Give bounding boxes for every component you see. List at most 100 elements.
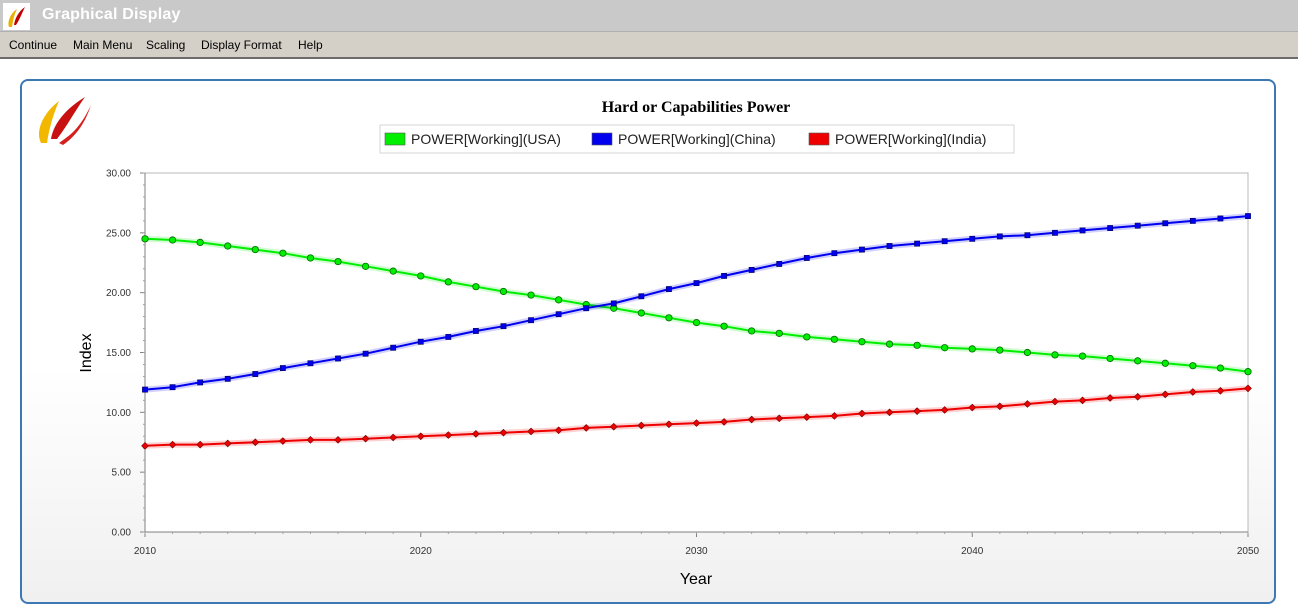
data-point bbox=[886, 243, 893, 249]
data-point bbox=[1051, 397, 1059, 406]
data-point bbox=[445, 334, 452, 340]
data-point bbox=[914, 240, 920, 247]
data-point bbox=[885, 340, 894, 348]
data-point bbox=[692, 419, 701, 427]
data-point bbox=[1216, 364, 1225, 372]
data-point bbox=[1024, 232, 1031, 239]
data-point bbox=[390, 344, 397, 351]
data-point bbox=[168, 236, 177, 244]
data-point bbox=[169, 384, 176, 391]
data-point bbox=[803, 333, 811, 341]
menu-main-menu[interactable]: Main Menu bbox=[73, 38, 133, 52]
data-point bbox=[748, 327, 756, 335]
data-point bbox=[306, 254, 315, 262]
legend-swatch bbox=[591, 132, 613, 146]
data-point bbox=[1107, 225, 1114, 231]
data-point bbox=[1134, 357, 1142, 365]
data-point bbox=[555, 311, 562, 318]
menu-continue[interactable]: Continue bbox=[9, 38, 58, 52]
data-point bbox=[941, 344, 949, 352]
data-point bbox=[1244, 384, 1252, 393]
data-point bbox=[252, 371, 259, 377]
axes: 0.00 5.00 10.00 15.00 20.00 25.00 30.00 2010 202… bbox=[106, 169, 1260, 558]
data-point bbox=[1245, 213, 1251, 219]
data-point bbox=[638, 293, 645, 300]
data-point bbox=[224, 242, 232, 250]
data-point bbox=[528, 317, 534, 324]
y-tick-label: 10.00 bbox=[106, 408, 131, 419]
data-point bbox=[859, 246, 865, 253]
data-point bbox=[1161, 359, 1169, 367]
x-tick-label: 2050 bbox=[1237, 546, 1260, 557]
data-point bbox=[1161, 390, 1170, 399]
data-point bbox=[775, 329, 783, 337]
data-point bbox=[1134, 222, 1141, 229]
data-point bbox=[1244, 368, 1252, 376]
y-tick-label: 30.00 bbox=[106, 169, 131, 180]
data-point bbox=[472, 283, 480, 291]
data-point bbox=[251, 438, 260, 447]
data-point bbox=[1189, 217, 1196, 224]
data-point bbox=[306, 436, 315, 444]
data-point bbox=[472, 328, 479, 334]
data-point bbox=[500, 323, 507, 330]
data-point bbox=[361, 434, 370, 443]
data-point bbox=[389, 267, 397, 275]
y-tick-label: 15.00 bbox=[106, 348, 131, 359]
data-point bbox=[1189, 388, 1197, 396]
data-point bbox=[335, 355, 341, 362]
menu-scaling[interactable]: Scaling bbox=[146, 38, 186, 52]
data-point bbox=[1106, 354, 1114, 363]
data-point bbox=[1078, 352, 1087, 360]
data-point bbox=[197, 379, 204, 386]
data-point bbox=[969, 235, 976, 242]
data-point bbox=[803, 255, 810, 261]
data-point bbox=[885, 408, 894, 417]
y-tick-label: 25.00 bbox=[106, 228, 131, 239]
legend-swatch bbox=[384, 132, 406, 146]
data-point bbox=[775, 414, 784, 423]
data-point bbox=[307, 360, 314, 367]
data-point bbox=[1052, 229, 1058, 236]
menu-display-format[interactable]: Display Format bbox=[201, 38, 282, 52]
data-point bbox=[583, 305, 590, 312]
data-point bbox=[224, 375, 231, 382]
data-point bbox=[279, 437, 287, 445]
data-point bbox=[499, 428, 508, 437]
data-point bbox=[720, 418, 728, 426]
menu-bar: Continue Main Menu Scaling Display Forma… bbox=[0, 32, 1298, 59]
data-point bbox=[1051, 351, 1059, 359]
data-point bbox=[692, 318, 701, 327]
data-point bbox=[996, 233, 1003, 240]
data-point bbox=[1078, 396, 1087, 405]
data-point bbox=[417, 338, 424, 345]
legend: POWER[Working](USA) POWER[Working](China)… bbox=[379, 124, 1015, 154]
data-point bbox=[610, 300, 617, 307]
data-point bbox=[444, 278, 452, 286]
menu-help[interactable]: Help bbox=[298, 38, 323, 52]
y-tick-label: 0.00 bbox=[112, 528, 132, 539]
data-point bbox=[251, 245, 259, 254]
data-point bbox=[941, 238, 948, 245]
series-1 bbox=[142, 213, 1251, 393]
data-point bbox=[968, 403, 977, 412]
title-bar: Graphical Display bbox=[0, 0, 1298, 32]
data-point bbox=[1162, 220, 1169, 227]
data-point bbox=[747, 415, 756, 424]
data-point bbox=[776, 261, 783, 267]
data-point bbox=[748, 267, 755, 273]
data-point bbox=[637, 309, 645, 317]
data-point bbox=[527, 291, 535, 299]
data-point bbox=[665, 420, 673, 429]
app-logo-icon bbox=[3, 3, 30, 30]
data-point bbox=[334, 436, 342, 444]
data-point bbox=[1079, 227, 1086, 234]
y-tick-label: 5.00 bbox=[112, 468, 132, 479]
x-axis-label: Year bbox=[680, 571, 713, 588]
x-tick-label: 2030 bbox=[685, 546, 708, 557]
chart-title: Hard or Capabilities Power bbox=[602, 99, 791, 116]
data-point bbox=[362, 350, 369, 357]
data-point bbox=[223, 439, 232, 448]
data-point bbox=[996, 346, 1004, 354]
